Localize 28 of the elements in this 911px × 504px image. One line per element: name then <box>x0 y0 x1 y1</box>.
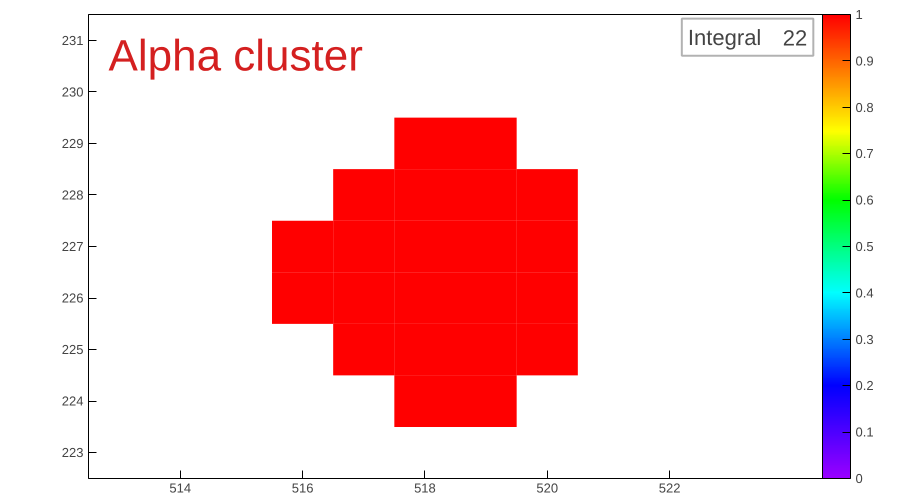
y-tick-label: 228 <box>62 187 84 202</box>
y-tick-label: 223 <box>62 445 84 460</box>
color-bar-label: 0 <box>856 471 863 486</box>
color-bar-label: 0.6 <box>856 192 874 208</box>
color-bar-label: 0.8 <box>856 100 874 115</box>
x-tick-label: 522 <box>658 480 680 496</box>
x-tick-label: 516 <box>292 480 314 496</box>
y-tick-label: 227 <box>62 239 84 254</box>
color-bar-label: 1 <box>856 7 863 22</box>
color-bar-label: 0.2 <box>856 378 874 394</box>
color-bar-label: 0.4 <box>856 285 874 300</box>
color-bar-label: 0.7 <box>856 146 874 162</box>
y-tick-label: 224 <box>62 394 84 409</box>
annotation: 22 <box>782 26 808 51</box>
x-tick-label: 520 <box>536 480 558 496</box>
y-tick-label: 225 <box>62 342 84 358</box>
y-tick-label: 230 <box>62 84 84 100</box>
chart-title: Alpha cluster <box>108 32 363 80</box>
y-tick-label: 226 <box>62 290 84 306</box>
annotation: Integral <box>688 25 762 50</box>
y-tick-label: 229 <box>62 136 84 151</box>
y-tick-label: 231 <box>62 32 84 48</box>
color-bar-label: 0.5 <box>856 239 874 254</box>
color-bar-label: 0.3 <box>856 332 874 347</box>
x-tick-label: 518 <box>414 480 436 496</box>
color-bar-label: 0.9 <box>856 53 874 68</box>
x-tick-label: 514 <box>169 480 192 496</box>
color-bar-label: 0.1 <box>856 424 874 440</box>
